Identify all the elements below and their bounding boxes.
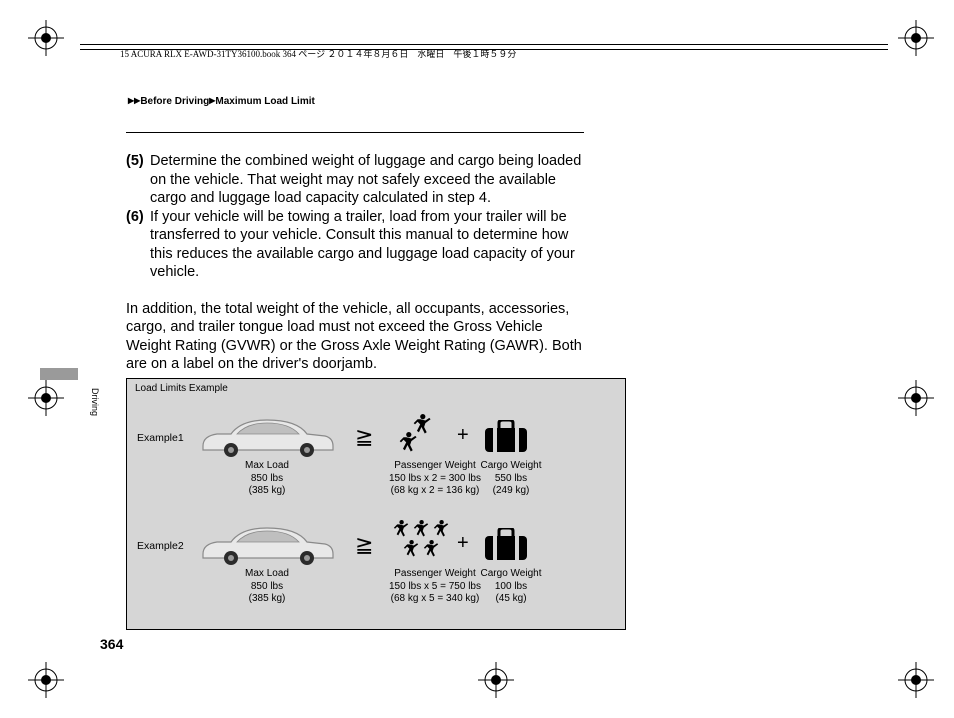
- caption-cargo-1: Cargo Weight 550 lbs (249 kg): [473, 460, 549, 498]
- step-body-5: Determine the combined weight of luggage…: [150, 152, 584, 208]
- triangle-icon: ▶▶: [128, 96, 140, 105]
- crop-mark: [28, 380, 64, 416]
- suitcase-icon: [483, 420, 529, 454]
- step-number-6: (6): [126, 208, 150, 282]
- cargo-kg: (45 kg): [473, 593, 549, 606]
- page-number: 364: [100, 636, 123, 652]
- people-icon: [385, 412, 457, 456]
- breadcrumb: ▶▶Before Driving▶Maximum Load Limit: [128, 96, 315, 107]
- example2-label: Example2: [137, 540, 184, 552]
- step-body-6: If your vehicle will be towing a trailer…: [150, 208, 584, 282]
- maxload-lbs: 850 lbs: [217, 473, 317, 486]
- step-number-5: (5): [126, 152, 150, 208]
- horizontal-rule: [126, 132, 584, 133]
- maxload-kg: (385 kg): [217, 485, 317, 498]
- breadcrumb-seg1: Before Driving: [140, 96, 209, 107]
- page-meta-text: 15 ACURA RLX E-AWD-31TY36100.book 364 ペー…: [120, 49, 516, 59]
- suitcase-icon: [483, 528, 529, 562]
- page-meta-header: 15 ACURA RLX E-AWD-31TY36100.book 364 ペー…: [80, 44, 888, 50]
- paragraph-addition: In addition, the total weight of the veh…: [126, 300, 584, 374]
- caption-maxload-2: Max Load 850 lbs (385 kg): [217, 568, 317, 606]
- crop-mark: [28, 662, 64, 698]
- example-1: Example1 ≧ + Max Load 850 lbs (385 kg) P…: [127, 398, 625, 506]
- cargo-title: Cargo Weight: [473, 568, 549, 581]
- caption-maxload-1: Max Load 850 lbs (385 kg): [217, 460, 317, 498]
- load-limits-box: Load Limits Example Example1 ≧ + Max Loa…: [126, 378, 626, 630]
- geq-icon: ≧: [355, 532, 373, 558]
- sidebar-section-label: Driving: [90, 388, 100, 416]
- maxload-kg: (385 kg): [217, 593, 317, 606]
- crop-mark: [898, 20, 934, 56]
- crop-mark: [28, 20, 64, 56]
- sidebar-tab: [40, 368, 78, 380]
- maxload-lbs: 850 lbs: [217, 581, 317, 594]
- cargo-lbs: 550 lbs: [473, 473, 549, 486]
- cargo-lbs: 100 lbs: [473, 581, 549, 594]
- cargo-title: Cargo Weight: [473, 460, 549, 473]
- crop-mark: [898, 380, 934, 416]
- load-box-title: Load Limits Example: [127, 379, 625, 398]
- maxload-title: Max Load: [217, 568, 317, 581]
- cargo-kg: (249 kg): [473, 485, 549, 498]
- plus-icon: +: [457, 532, 469, 555]
- crop-mark: [898, 662, 934, 698]
- people-icon: [385, 520, 457, 564]
- car-icon: [197, 522, 337, 568]
- breadcrumb-seg2: Maximum Load Limit: [215, 96, 314, 107]
- example1-label: Example1: [137, 432, 184, 444]
- car-icon: [197, 414, 337, 460]
- body-text: (5) Determine the combined weight of lug…: [126, 152, 584, 374]
- geq-icon: ≧: [355, 424, 373, 450]
- caption-cargo-2: Cargo Weight 100 lbs (45 kg): [473, 568, 549, 606]
- example-2: Example2 ≧ + Max Load 850 lbs: [127, 506, 625, 614]
- crop-mark: [478, 662, 514, 698]
- plus-icon: +: [457, 424, 469, 447]
- maxload-title: Max Load: [217, 460, 317, 473]
